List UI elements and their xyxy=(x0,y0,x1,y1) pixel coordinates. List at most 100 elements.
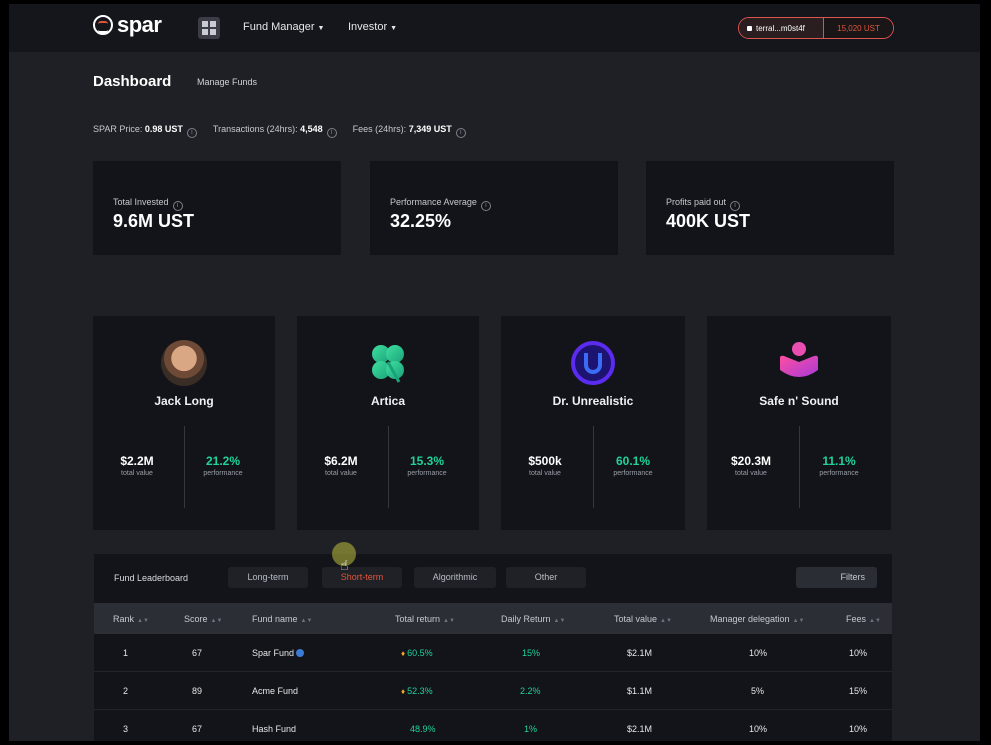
nav-investor[interactable]: Investor ▼ xyxy=(348,21,397,33)
info-icon[interactable]: i xyxy=(186,128,197,138)
info-icon[interactable]: i xyxy=(480,201,491,211)
spar-price-label: SPAR Price: xyxy=(93,124,143,134)
total-return-cell: ♦ 60.5% xyxy=(401,648,433,658)
sort-icon: ▲▼ xyxy=(210,618,223,624)
flame-icon: ♦ xyxy=(401,649,406,658)
score-cell: 67 xyxy=(192,724,203,734)
fees-label: Fees (24hrs): xyxy=(352,124,407,134)
column-label: Daily Return xyxy=(501,614,551,624)
kpi-profits-paid-out: Profits paid out i 400K UST xyxy=(646,161,894,255)
tab-long-term[interactable]: Long-term xyxy=(228,567,308,588)
rank-cell: 3 xyxy=(123,724,129,734)
info-icon[interactable]: i xyxy=(172,201,183,211)
table-row[interactable]: 2 89 Acme Fund ♦ 52.3% 2.2% $1.1M 5% 15% xyxy=(94,672,892,710)
transactions-stat: Transactions (24hrs): 4,548 i xyxy=(213,124,337,138)
transactions-label: Transactions (24hrs): xyxy=(212,124,298,134)
kpi-value: 9.6M UST xyxy=(113,211,195,231)
total-return-value: 52.3% xyxy=(407,686,433,696)
nav-fund-manager[interactable]: Fund Manager ▼ xyxy=(243,21,324,33)
manager-card-artica[interactable]: Artica $6.2M total value 15.3% performan… xyxy=(297,316,479,530)
total-return-cell: 48.9% xyxy=(410,724,436,734)
filters-button[interactable]: Filters xyxy=(796,567,877,588)
leaderboard-title: Fund Leaderboard xyxy=(114,573,189,583)
column-header-score[interactable]: Score ▲▼ xyxy=(184,614,222,624)
sort-icon: ▲▼ xyxy=(553,618,566,624)
info-icon[interactable]: i xyxy=(326,128,337,138)
total-value: $2.2M xyxy=(120,454,154,468)
column-label: Fees xyxy=(846,614,867,624)
daily-return-cell: 1% xyxy=(524,724,538,734)
total-value-stat: $20.3M total value xyxy=(721,454,781,477)
performance-stat: 21.2% performance xyxy=(193,454,253,477)
total-value-label: total value xyxy=(325,470,357,477)
kpi-value: 400K UST xyxy=(666,211,751,231)
total-value-stat: $500k total value xyxy=(515,454,575,477)
total-value-cell: $2.1M xyxy=(627,724,653,734)
total-value-label: total value xyxy=(529,470,561,477)
total-value-label: total value xyxy=(121,470,153,477)
delegation-cell: 10% xyxy=(749,648,768,658)
performance-stat: 60.1% performance xyxy=(603,454,663,477)
column-header-fees[interactable]: Fees ▲▼ xyxy=(846,614,881,624)
divider xyxy=(593,426,594,508)
wallet-icon xyxy=(747,25,752,31)
tab-other[interactable]: Other xyxy=(506,567,586,588)
table-row[interactable]: 3 67 Hash Fund 48.9% 1% $2.1M 10% 10% xyxy=(94,710,892,741)
manager-card-jack-long[interactable]: Jack Long $2.2M total value 21.2% perfor… xyxy=(93,316,275,530)
column-header-total-value[interactable]: Total value ▲▼ xyxy=(614,614,672,624)
fund-name-cell: Spar Fund xyxy=(252,648,305,658)
rank-cell: 2 xyxy=(123,686,129,696)
sort-icon: ▲▼ xyxy=(660,618,672,624)
total-value: $6.2M xyxy=(324,454,358,468)
performance-label: performance xyxy=(613,470,653,477)
performance-value: 60.1% xyxy=(615,454,651,468)
chevron-down-icon: ▼ xyxy=(390,25,398,32)
fees-cell: 10% xyxy=(849,724,868,734)
kpi-performance-average: Performance Average i 32.25% xyxy=(370,161,618,255)
performance-stat: 15.3% performance xyxy=(397,454,457,477)
column-header-fund-name[interactable]: Fund name ▲▼ xyxy=(252,614,312,624)
wallet-button[interactable]: terral...m0st4f 15,020 UST xyxy=(738,17,894,39)
hand-cursor-icon: ☝ xyxy=(340,557,349,573)
fund-name-cell: Hash Fund xyxy=(252,724,297,734)
market-stats: SPAR Price: 0.98 UST i Transactions (24hr… xyxy=(93,124,466,138)
fund-leaderboard: Fund Leaderboard Long-term Short-term Al… xyxy=(94,554,892,741)
performance-label: performance xyxy=(407,470,447,477)
divider xyxy=(388,426,389,508)
column-header-daily-return[interactable]: Daily Return ▲▼ xyxy=(501,614,565,624)
sort-icon: ▲▼ xyxy=(137,618,149,624)
table-header: Rank ▲▼ Score ▲▼ Fund name ▲▼ Total return ▲… xyxy=(94,603,892,634)
column-header-manager-delegation[interactable]: Manager delegation ▲▼ xyxy=(710,614,804,624)
sort-icon: ▲▼ xyxy=(869,618,881,624)
total-value-cell: $1.1M xyxy=(627,686,653,696)
table-row[interactable]: 1 67 Spar Fund ♦ 60.5% 15% $2.1M 10% 10% xyxy=(94,634,892,672)
delegation-cell: 10% xyxy=(749,724,768,734)
spar-logo[interactable]: spar xyxy=(93,14,162,36)
total-value-stat: $6.2M total value xyxy=(311,454,371,477)
chevron-down-icon: ▼ xyxy=(317,25,325,32)
verified-icon xyxy=(296,649,305,657)
kpi-total-invested: Total Invested i 9.6M UST xyxy=(93,161,341,255)
apps-grid-icon[interactable] xyxy=(198,17,220,39)
tab-algorithmic[interactable]: Algorithmic xyxy=(414,567,496,588)
nav-fund-manager-label: Fund Manager xyxy=(243,21,315,33)
fund-name-cell: Acme Fund xyxy=(252,686,299,696)
info-icon[interactable]: i xyxy=(730,201,741,211)
performance-label: performance xyxy=(203,470,243,477)
manager-card-safe-n-sound[interactable]: Safe n' Sound $20.3M total value 11.1% p… xyxy=(707,316,891,530)
page-title: Dashboard xyxy=(93,73,172,90)
wallet-address: terral...m0st4f xyxy=(739,18,823,38)
kpi-label-text: Performance Average xyxy=(390,197,477,207)
column-header-rank[interactable]: Rank ▲▼ xyxy=(113,614,149,624)
column-header-total-return[interactable]: Total return ▲▼ xyxy=(395,614,455,624)
total-value: $20.3M xyxy=(730,454,772,468)
info-icon[interactable]: i xyxy=(455,128,466,138)
tab-short-term[interactable]: Short-term xyxy=(322,567,402,588)
column-label: Total return xyxy=(395,614,441,624)
wallet-address-text: terral...m0st4f xyxy=(756,23,805,33)
transactions-value: 4,548 xyxy=(300,124,323,134)
manager-card-dr-unrealistic[interactable]: Dr. Unrealistic $500k total value 60.1% … xyxy=(501,316,685,530)
kpi-label: Total Invested i xyxy=(113,197,183,211)
manage-funds-link[interactable]: Manage Funds xyxy=(197,77,258,87)
kpi-value: 32.25% xyxy=(390,211,452,231)
